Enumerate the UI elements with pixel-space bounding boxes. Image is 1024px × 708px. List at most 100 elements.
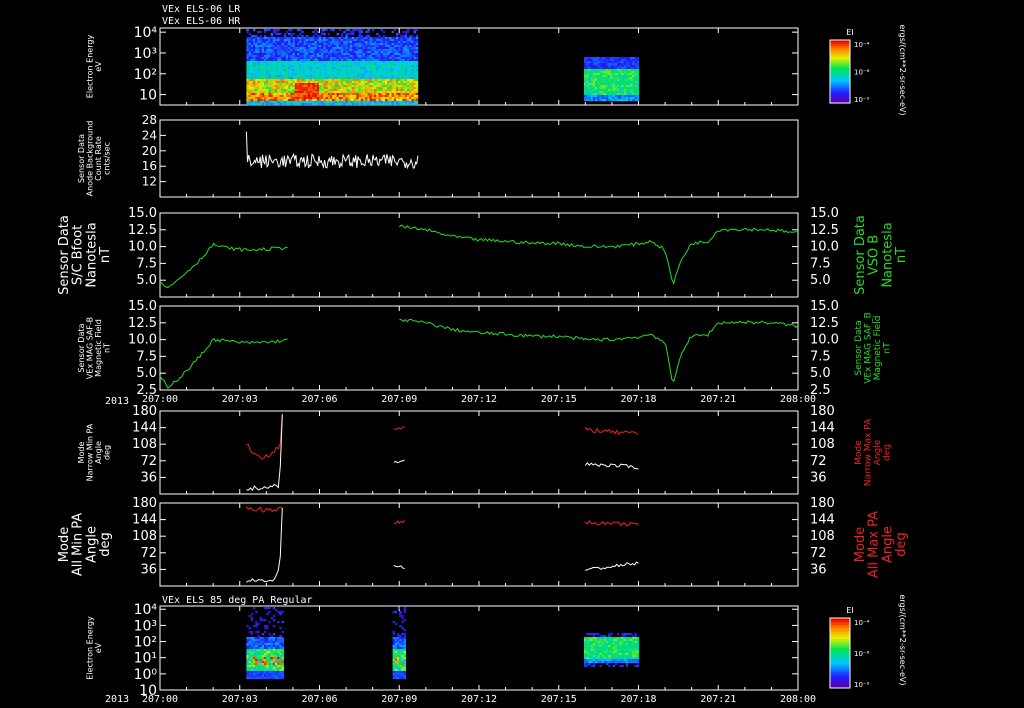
spectrogram-cell xyxy=(270,103,273,106)
spectrogram-cell xyxy=(599,71,602,74)
spectrogram-cell xyxy=(255,61,258,64)
spectrogram-cell xyxy=(270,637,273,640)
spectrogram-cell xyxy=(623,83,626,86)
spectrogram-cell xyxy=(393,47,397,50)
spectrogram-cell xyxy=(603,83,607,86)
spectrogram-cell xyxy=(356,49,359,52)
spectrogram-cell xyxy=(261,71,265,74)
spectrogram-cell xyxy=(391,31,394,34)
spectrogram-cell xyxy=(610,81,613,84)
spectrogram-cell xyxy=(272,607,276,610)
spectrogram-cell xyxy=(392,611,395,614)
spectrogram-cell xyxy=(248,631,251,634)
y-tick-label-right: 180 xyxy=(810,404,835,419)
spectrogram-cell xyxy=(343,95,346,98)
spectrogram-cell xyxy=(336,83,339,86)
spectrogram-cell xyxy=(590,61,593,64)
spectrogram-cell xyxy=(365,41,368,44)
spectrogram-cell xyxy=(399,677,402,680)
spectrogram-cell xyxy=(352,65,355,68)
spectrogram-cell xyxy=(257,83,260,86)
spectrogram-cell xyxy=(409,53,412,56)
spectrogram-cell xyxy=(253,49,256,52)
spectrogram-cell xyxy=(387,69,390,72)
spectrogram-cell xyxy=(374,103,377,106)
spectrogram-cell xyxy=(606,661,609,664)
spectrogram-cell xyxy=(374,57,377,60)
spectrogram-cell xyxy=(625,77,629,80)
spectrogram-cell xyxy=(341,67,344,70)
spectrogram-cell xyxy=(621,95,624,98)
spectrogram-cell xyxy=(290,81,293,84)
spectrogram-cell xyxy=(636,643,640,646)
spectrogram-cell xyxy=(279,85,282,88)
spectrogram-cell xyxy=(345,83,348,86)
spectrogram-cell xyxy=(608,83,611,86)
spectrogram-cell xyxy=(288,37,291,40)
spectrogram-cell xyxy=(584,647,587,650)
spectrogram-cell xyxy=(396,61,399,64)
spectrogram-cell xyxy=(299,103,302,106)
spectrogram-cell xyxy=(367,57,370,60)
spectrogram-cell xyxy=(358,67,361,70)
spectrogram-cell xyxy=(288,71,291,74)
spectrogram-cell xyxy=(275,645,278,648)
spectrogram-cell xyxy=(601,635,604,638)
spectrogram-cell xyxy=(268,633,271,636)
spectrogram-cell xyxy=(374,65,377,68)
spectrogram-cell xyxy=(407,87,410,90)
spectrogram-cell xyxy=(275,87,278,90)
spectrogram-cell xyxy=(399,669,402,672)
spectrogram-cell xyxy=(614,97,618,100)
spectrogram-cell xyxy=(299,69,302,72)
spectrogram-cell xyxy=(327,45,331,48)
spectrogram-cell xyxy=(272,649,276,652)
spectrogram-cell xyxy=(323,95,326,98)
spectrogram-cell xyxy=(281,51,284,54)
spectrogram-cell xyxy=(610,633,613,636)
spectrogram-cell xyxy=(397,653,400,656)
spectrogram-cell xyxy=(281,651,284,654)
spectrogram-cell xyxy=(636,87,640,90)
spectrogram-cell xyxy=(403,637,406,640)
spectrogram-cell xyxy=(595,77,598,80)
spectrogram-cell xyxy=(316,57,320,60)
spectrogram-cell xyxy=(277,675,280,678)
spectrogram-cell xyxy=(277,653,280,656)
spectrogram-cell xyxy=(409,63,412,66)
spectrogram-cell xyxy=(630,639,633,642)
spectrogram-cell xyxy=(392,659,395,662)
spectrogram-cell xyxy=(275,43,278,46)
spectrogram-cell xyxy=(270,83,273,86)
spectrogram-cell xyxy=(584,643,587,646)
spectrogram-cell xyxy=(343,63,346,66)
spectrogram-cell xyxy=(347,53,350,56)
spectrogram-cell xyxy=(281,653,284,656)
colorbar-swatch xyxy=(830,629,850,633)
spectrogram-cell xyxy=(387,75,390,78)
spectrogram-cell xyxy=(369,91,372,94)
y-tick-label: 144 xyxy=(132,513,157,528)
spectrogram-cell xyxy=(261,87,265,90)
spectrogram-cell xyxy=(264,103,267,106)
spectrogram-cell xyxy=(610,79,613,82)
spectrogram-cell xyxy=(270,661,273,664)
spectrogram-cell xyxy=(248,655,251,658)
spectrogram-cell xyxy=(321,69,324,72)
spectrogram-cell xyxy=(407,43,410,46)
spectrogram-cell xyxy=(590,67,593,70)
spectrogram-cell xyxy=(400,89,403,92)
spectrogram-cell xyxy=(312,77,315,80)
spectrogram-cell xyxy=(619,79,622,82)
spectrogram-cell xyxy=(325,29,328,32)
spectrogram-cell xyxy=(588,633,591,636)
spectrogram-cell xyxy=(250,53,254,56)
spectrogram-cell xyxy=(606,659,609,662)
spectrogram-cell xyxy=(612,67,615,70)
spectrogram-cell xyxy=(586,91,589,94)
spectrogram-cell xyxy=(413,67,416,70)
spectrogram-cell xyxy=(246,645,249,648)
spectrogram-cell xyxy=(392,673,395,676)
spectrogram-cell xyxy=(261,659,265,662)
spectrogram-cell xyxy=(407,93,410,96)
